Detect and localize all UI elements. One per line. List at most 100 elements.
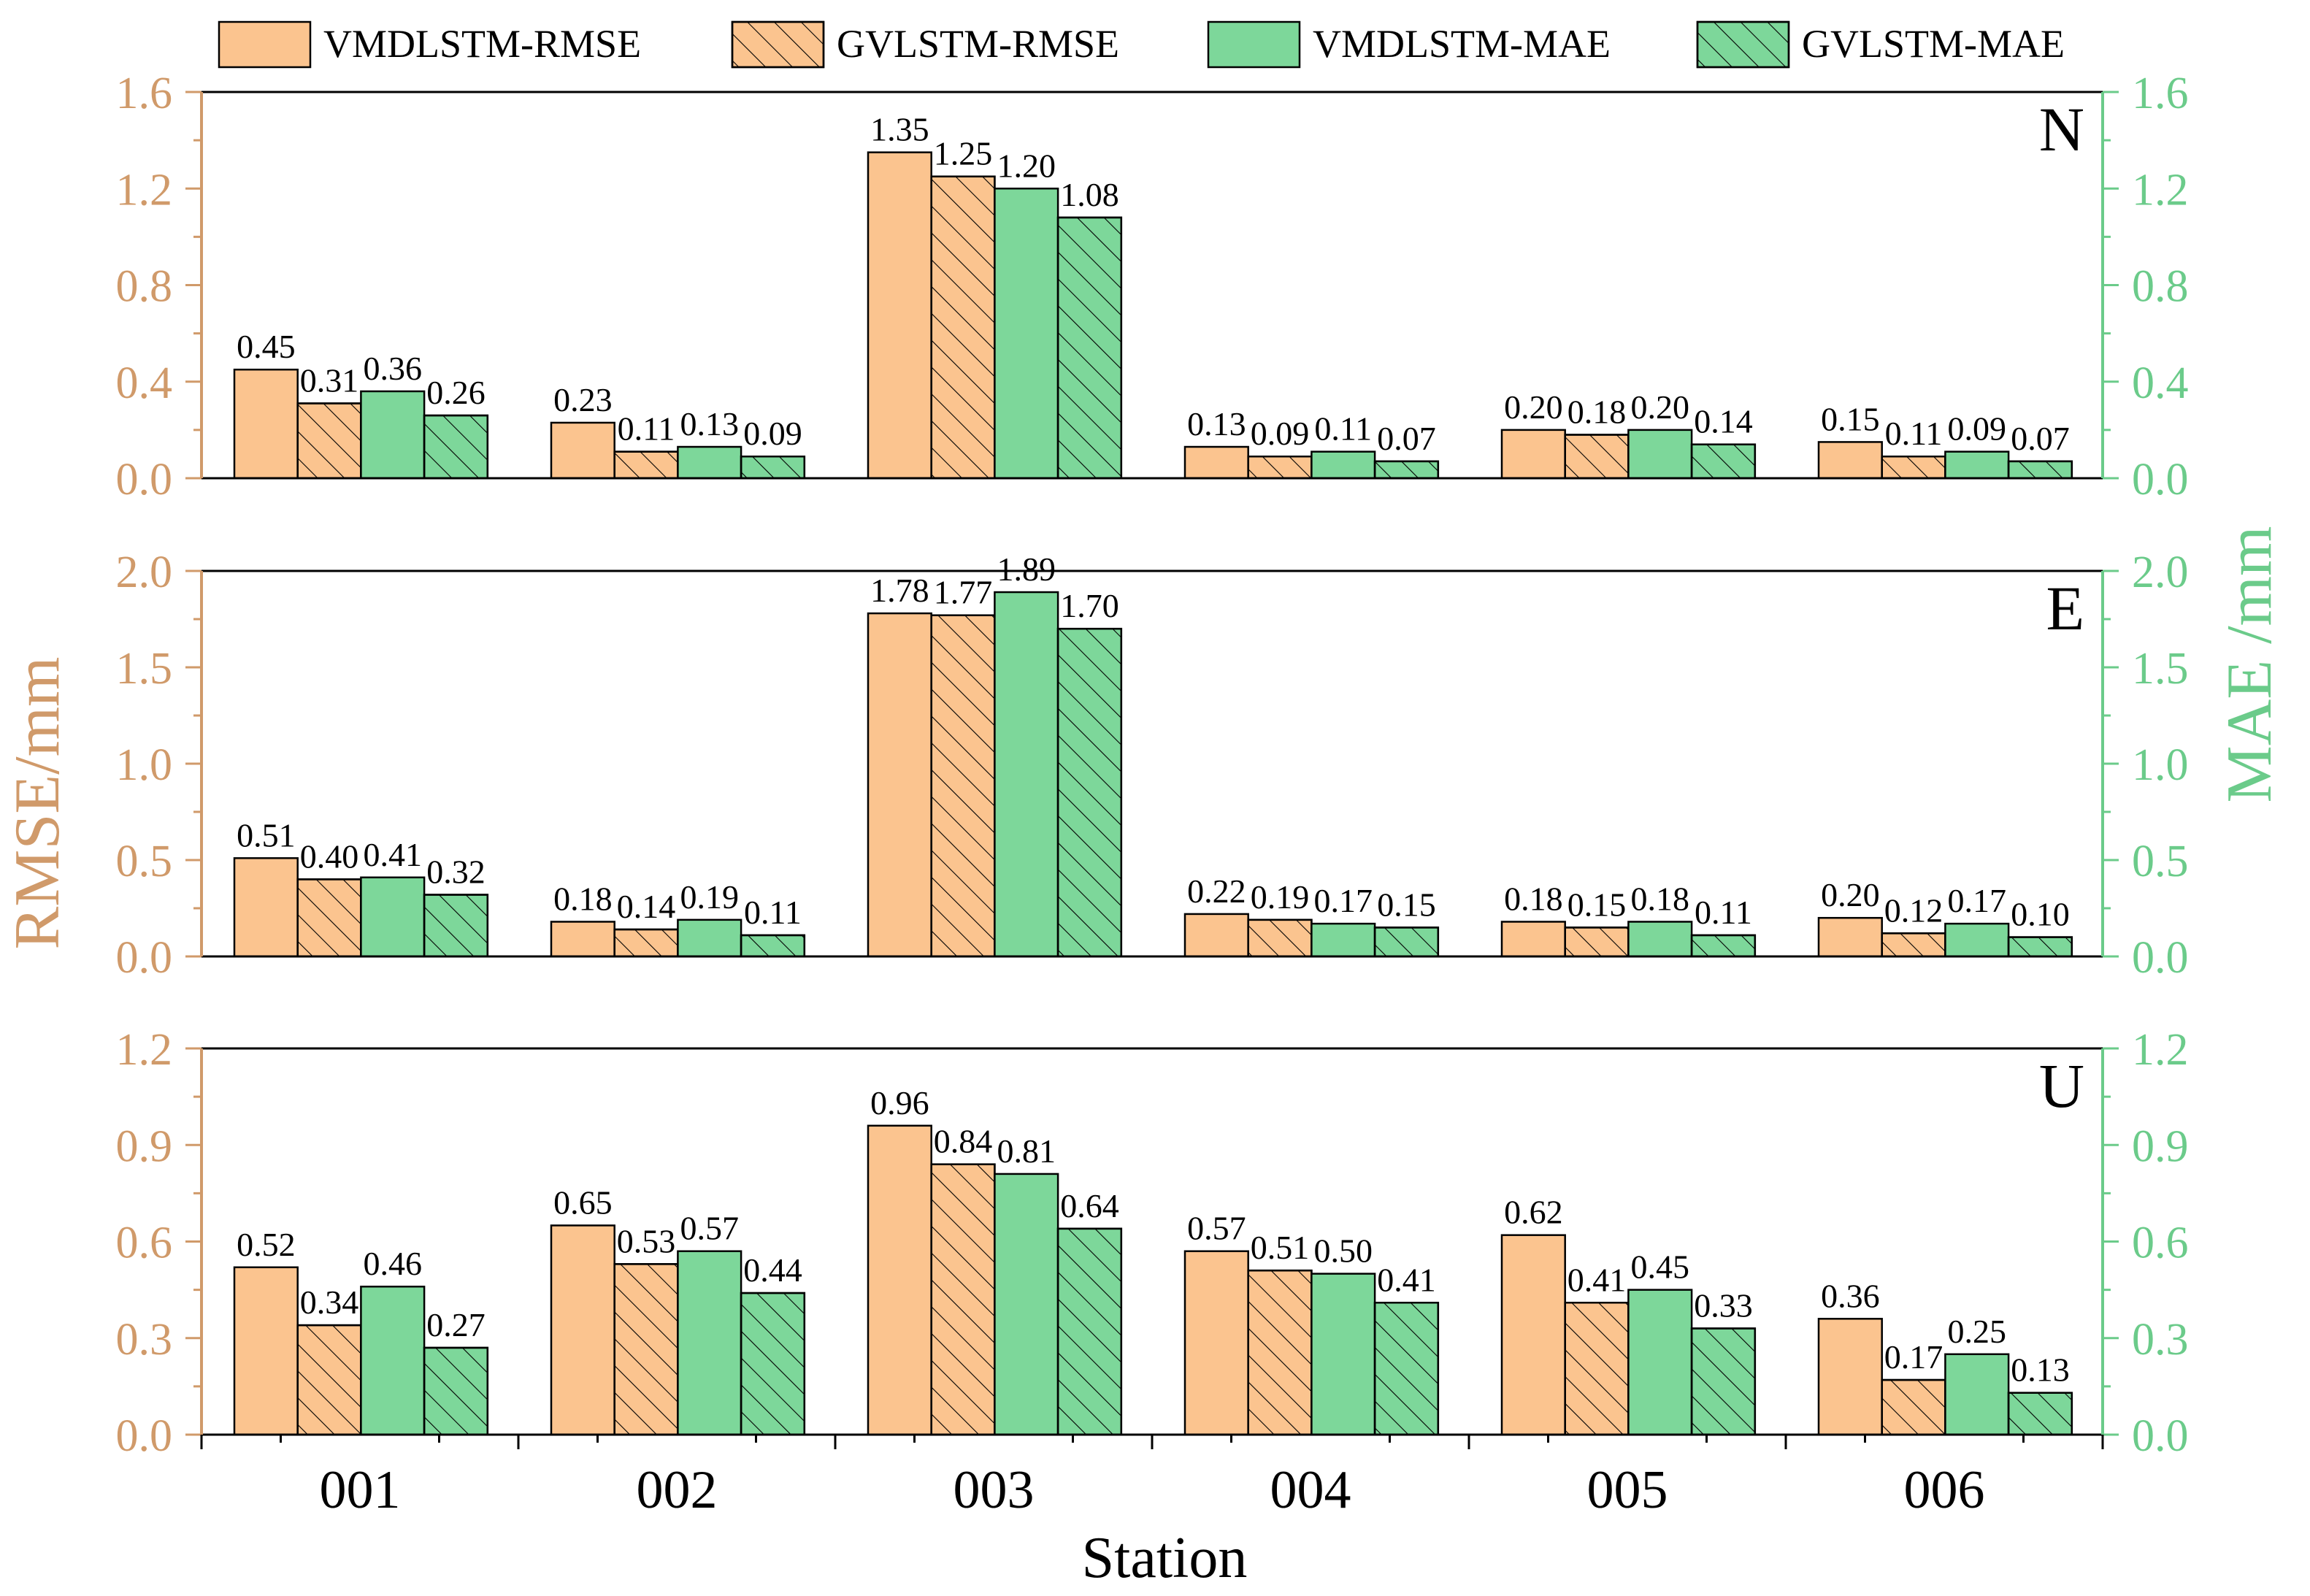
bar-hatch <box>1690 1327 1757 1436</box>
bar-U-002-1 <box>550 1224 615 1436</box>
bar-hatch <box>1247 918 1313 958</box>
data-label: 0.44 <box>743 1251 802 1289</box>
data-label: 0.25 <box>1948 1313 2007 1350</box>
bar-E-005-3 <box>1627 921 1693 958</box>
bar-hatch <box>1881 932 1946 958</box>
y-tick-label-left: 0.8 <box>116 262 173 312</box>
y-tick-label-left: 0.0 <box>116 1411 173 1461</box>
bar-E-002-1 <box>550 921 615 958</box>
bar-U-005-3 <box>1627 1289 1693 1436</box>
bar-U-003-3 <box>994 1173 1059 1436</box>
data-label: 1.25 <box>934 135 993 172</box>
legend-item-3: VMDLSTM-MAE <box>1207 20 1611 69</box>
x-tick-label: 005 <box>1587 1460 1668 1520</box>
data-label: 1.78 <box>870 572 929 609</box>
x-tick-label: 004 <box>1270 1460 1351 1520</box>
data-label: 0.18 <box>1631 880 1690 917</box>
bar-hatch <box>740 455 806 480</box>
y-tick-label-left: 2.0 <box>116 548 173 597</box>
bar-E-006-1 <box>1817 916 1883 958</box>
legend-item-4: GVLSTM-MAE <box>1696 20 2065 69</box>
y-tick-label-right: 0.3 <box>2132 1315 2189 1365</box>
bar-U-001-1 <box>233 1266 299 1436</box>
data-label: 0.11 <box>1695 894 1752 931</box>
y-tick-label-right: 1.2 <box>2132 165 2189 215</box>
bar-hatch <box>1564 1302 1630 1436</box>
bar-hatch <box>2007 460 2073 480</box>
data-label: 0.51 <box>1251 1229 1310 1266</box>
panel-N: 0.0 0.0 0.4 0.4 0.8 0.8 1.2 1.2 1.6 1.6 0.45 0.23 1.… <box>116 69 2189 504</box>
panel-label: E <box>2046 573 2084 643</box>
x-tick-label: 006 <box>1904 1460 1985 1520</box>
data-label: 0.22 <box>1187 872 1246 910</box>
legend-item-1: VMDLSTM-RMSE <box>218 20 641 69</box>
bar-hatch <box>1056 1227 1123 1436</box>
y-tick-label-left: 1.5 <box>116 644 173 694</box>
data-label: 0.57 <box>1187 1210 1246 1247</box>
legend-item-2: GVLSTM-RMSE <box>731 20 1119 69</box>
bar-hatch <box>1881 455 1946 480</box>
bar-hatch <box>1056 216 1123 480</box>
data-label: 0.15 <box>1568 886 1627 923</box>
data-label: 0.09 <box>743 415 802 452</box>
bar-E-004-1 <box>1183 913 1249 958</box>
data-label: 0.20 <box>1504 388 1563 426</box>
bar-U-005-1 <box>1500 1234 1566 1436</box>
legend-label: VMDLSTM-RMSE <box>323 22 641 66</box>
bar-hatch <box>1373 926 1440 958</box>
bar-hatch <box>1564 434 1630 480</box>
data-label: 0.36 <box>1821 1277 1880 1314</box>
y-tick-label-right: 1.5 <box>2132 644 2189 694</box>
data-label: 0.45 <box>1631 1248 1690 1286</box>
data-label: 0.33 <box>1694 1287 1753 1324</box>
legend-label: GVLSTM-RMSE <box>837 22 1119 66</box>
data-label: 0.26 <box>426 374 486 411</box>
data-label: 1.89 <box>997 550 1056 588</box>
plot-panels: 0.0 0.0 0.4 0.4 0.8 0.8 1.2 1.2 1.6 1.6 0.45 0.23 1.… <box>116 69 2189 1461</box>
data-label: 0.23 <box>553 381 613 418</box>
data-label: 0.11 <box>1885 415 1943 452</box>
data-label: 0.31 <box>300 362 359 399</box>
data-label: 0.36 <box>364 350 423 387</box>
legend-swatch <box>1207 20 1301 69</box>
data-label: 0.14 <box>1694 403 1753 440</box>
bar-hatch <box>1690 443 1757 480</box>
bar-hatch <box>1690 934 1757 958</box>
y-tick-label-left: 1.6 <box>116 69 173 118</box>
data-label: 0.11 <box>618 410 675 448</box>
y-tick-label-left: 1.0 <box>116 740 173 790</box>
data-label: 0.84 <box>934 1123 993 1160</box>
bar-N-002-3 <box>677 445 742 480</box>
bar-E-004-3 <box>1311 922 1376 958</box>
bar-N-006-3 <box>1944 450 2010 480</box>
x-axis: 001 002 003 004 005 006 <box>200 1435 2104 1520</box>
bar-hatch <box>930 614 996 958</box>
bar-N-004-3 <box>1311 450 1376 480</box>
bar-E-003-3 <box>994 591 1059 958</box>
panel-label: N <box>2039 94 2084 164</box>
bar-hatch <box>613 450 679 480</box>
bar-N-001-1 <box>233 368 299 480</box>
data-label: 0.07 <box>1377 420 1436 457</box>
bar-E-003-1 <box>867 612 932 958</box>
data-label: 0.41 <box>1568 1261 1627 1298</box>
bar-hatch <box>423 414 489 480</box>
data-label: 0.09 <box>1948 410 2007 448</box>
data-label: 0.13 <box>680 405 740 442</box>
data-label: 0.11 <box>744 894 802 931</box>
data-label: 0.14 <box>617 888 676 925</box>
bar-N-003-3 <box>994 188 1059 480</box>
bar-E-002-3 <box>677 918 742 958</box>
y-tick-label-left: 0.0 <box>116 933 173 983</box>
data-label: 1.70 <box>1060 587 1119 624</box>
data-label: 0.13 <box>2011 1351 2070 1389</box>
bar-hatch <box>740 934 806 958</box>
data-label: 0.27 <box>426 1306 486 1343</box>
bar-E-006-3 <box>1944 922 2010 958</box>
bar-U-003-1 <box>867 1124 932 1436</box>
y-tick-label-left: 0.3 <box>116 1315 173 1365</box>
data-label: 1.20 <box>997 147 1056 184</box>
bar-N-006-1 <box>1817 441 1883 480</box>
y-tick-label-right: 0.0 <box>2132 1411 2189 1461</box>
